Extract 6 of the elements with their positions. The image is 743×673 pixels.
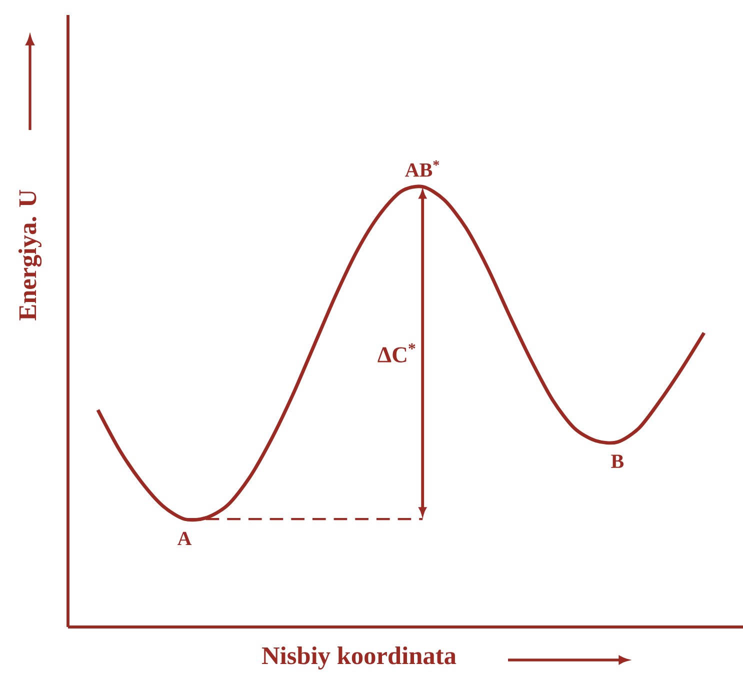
annotation: B (611, 454, 624, 468)
annotation: AB$^{*}$ (405, 160, 440, 177)
y-axis-title: Energiya. U (18, 190, 42, 320)
annotation: ΔC$^{*}$ (378, 343, 416, 362)
annotation: A (177, 532, 192, 546)
x-axis-title: Nisbiy koordinata (262, 646, 456, 670)
